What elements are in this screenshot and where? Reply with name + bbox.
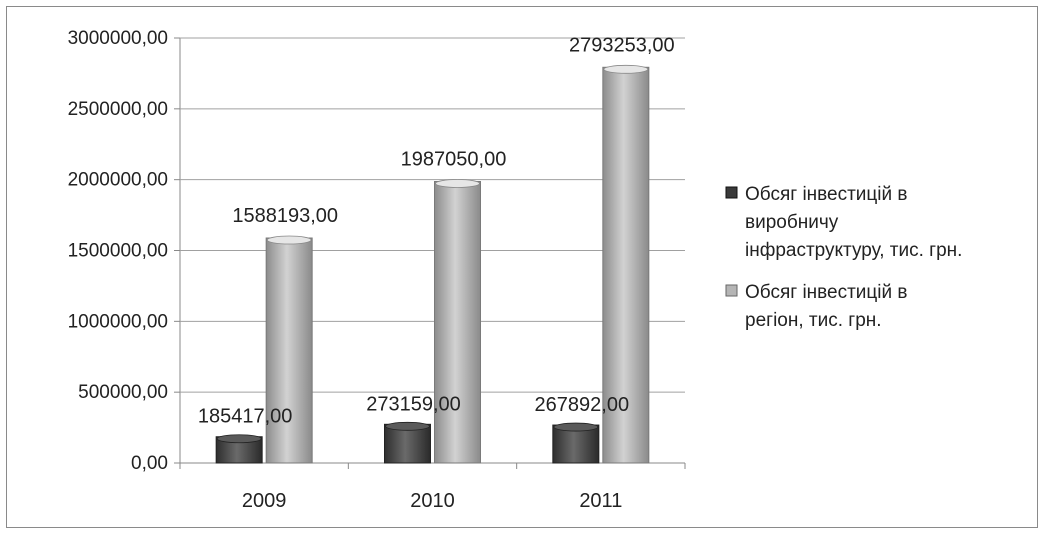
legend-swatch [725,186,738,199]
bars [215,64,650,464]
data-label: 267892,00 [535,394,630,416]
bar-region-2010 [434,181,481,464]
y-tick-label: 2500000,00 [68,99,168,120]
y-tick-label: 2000000,00 [68,170,168,191]
legend-label: регіон, тис. грн. [745,310,882,331]
y-tick-label: 3000000,00 [68,28,168,49]
chart-frame [6,6,1038,528]
x-axis-categories: 2009 2010 2011 [242,490,622,512]
y-axis-ticks: 0,00 500000,00 1000000,00 1500000,00 2000000… [68,28,168,474]
bar-region-2009 [265,237,313,464]
legend-label: інфраструктуру, тис. грн. [745,240,962,261]
bar-cap [216,434,262,444]
y-tick-label: 500000,00 [78,382,168,403]
gridlines [174,37,686,469]
data-labels: 185417,00 1588193,00 273159,00 1987050,00 26… [198,34,675,427]
data-label: 2793253,00 [569,34,675,56]
data-label: 1987050,00 [401,149,507,171]
y-tick-label: 1500000,00 [68,241,168,262]
bar-region-2011 [602,66,650,464]
data-label: 185417,00 [198,406,293,428]
y-tick-label: 1000000,00 [68,311,168,332]
bar-cap [435,179,480,188]
bar-cap [385,421,430,431]
bar-infrastructure-2010 [384,423,431,464]
legend-label: виробничу [745,212,839,233]
legend-label: Обсяг інвестицій в [745,282,908,303]
legend-swatch [725,284,738,297]
x-category-label: 2009 [242,490,287,512]
legend: Обсяг інвестицій в виробничу інфраструктур… [725,184,962,331]
data-label: 1588193,00 [232,205,338,227]
x-category-label: 2011 [579,490,622,512]
legend-label: Обсяг інвестицій в [745,184,908,205]
y-tick-label: 0,00 [131,453,168,474]
bar-cap [266,235,312,245]
bar-cap [603,64,649,74]
bar-cap [553,422,599,432]
data-label: 273159,00 [366,393,461,415]
x-category-label: 2010 [410,490,455,512]
